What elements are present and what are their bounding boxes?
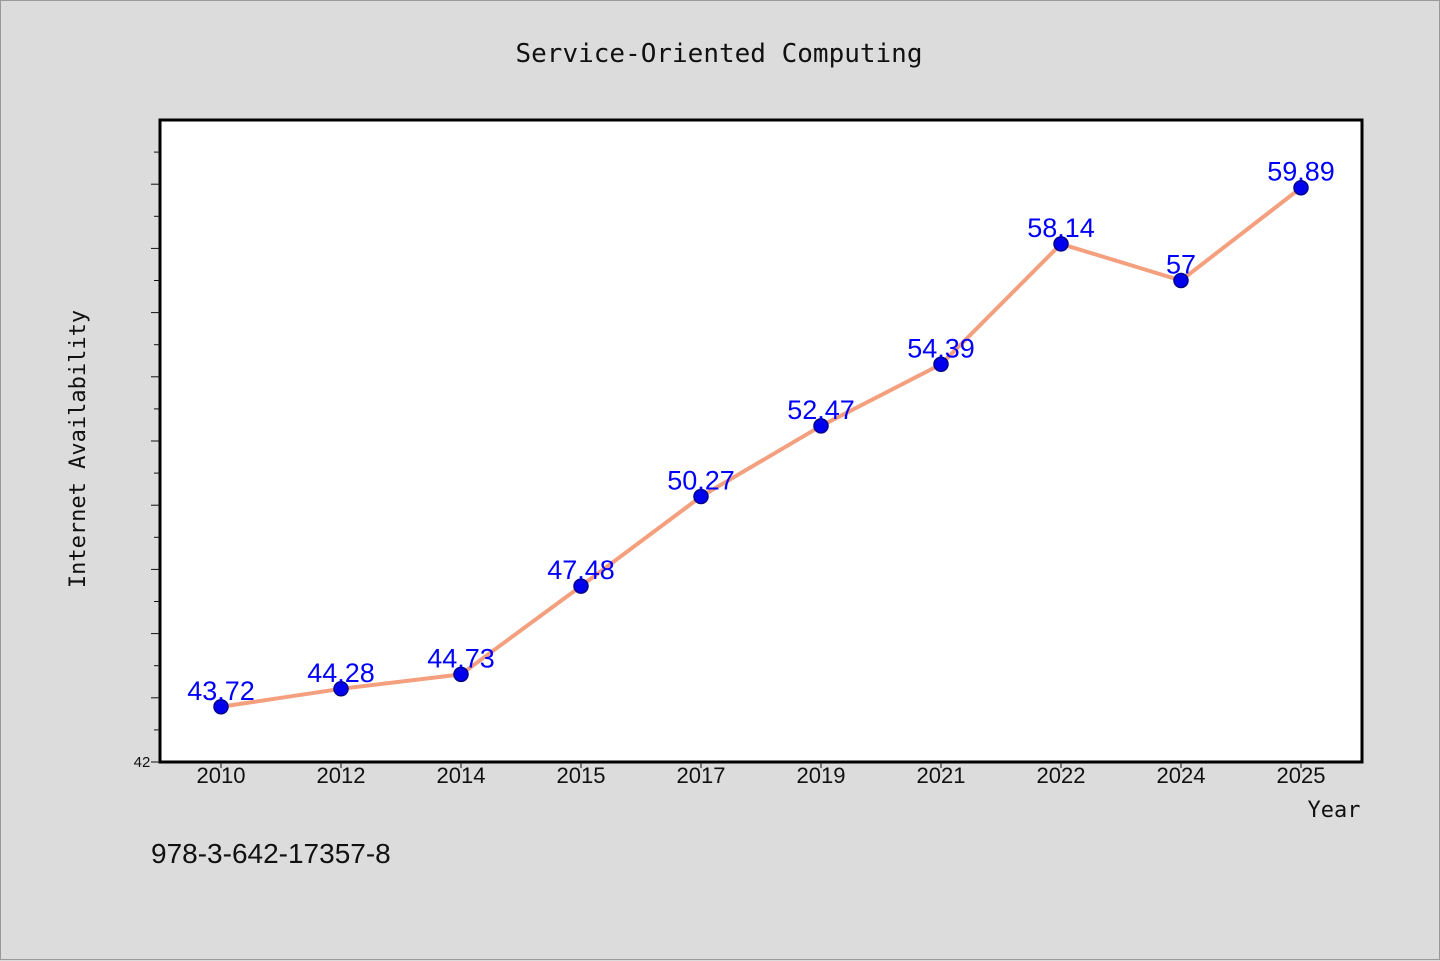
data-label: 47.48 xyxy=(547,555,615,585)
data-label: 44.28 xyxy=(307,658,375,688)
x-axis-label: Year xyxy=(1308,798,1361,823)
series-layer: 43.72 44.28 44.73 47.48 50.27 52.47 54.39 58.14… xyxy=(187,157,1335,715)
x-tick-label: 2024 xyxy=(1157,763,1206,788)
x-tick-label: 2014 xyxy=(437,763,486,788)
data-label: 50.27 xyxy=(667,466,735,496)
x-tick-label: 2025 xyxy=(1277,763,1326,788)
data-label: 44.73 xyxy=(427,643,495,673)
data-point xyxy=(693,488,709,505)
plot-area xyxy=(158,118,1364,764)
y-tick-label-42: 42 xyxy=(134,754,151,771)
x-tick-label: 2012 xyxy=(317,763,366,788)
x-tick-label: 2017 xyxy=(677,763,726,788)
x-axis-ticks: 2010 2012 2014 2015 2017 2019 2021 2022 2024 2025 xyxy=(197,762,1326,788)
data-point xyxy=(1293,179,1309,196)
y-axis-label: Internet Availability xyxy=(66,310,91,588)
data-point xyxy=(933,356,949,373)
data-point xyxy=(573,578,589,594)
data-label: 58.14 xyxy=(1027,213,1095,243)
data-label: 57 xyxy=(1166,250,1196,280)
footer-code: 978-3-642-17357-8 xyxy=(151,838,391,869)
data-label: 59.89 xyxy=(1267,157,1335,187)
x-tick-label: 2019 xyxy=(797,763,846,788)
series-line xyxy=(219,185,1303,709)
data-label: 52.47 xyxy=(787,395,855,425)
data-point xyxy=(813,418,829,434)
x-tick-label: 2015 xyxy=(557,763,606,788)
data-point xyxy=(1053,236,1069,252)
x-tick-label: 2021 xyxy=(917,763,966,788)
data-point xyxy=(1173,272,1189,289)
data-label: 43.72 xyxy=(187,676,255,706)
data-point xyxy=(213,699,229,715)
data-point xyxy=(453,666,469,683)
chart-title: Service-Oriented Computing xyxy=(516,39,923,69)
data-label: 54.39 xyxy=(907,333,975,363)
data-point xyxy=(333,681,349,697)
x-tick-label: 2022 xyxy=(1037,763,1086,788)
y-axis-ticks xyxy=(151,151,160,763)
x-tick-label: 2010 xyxy=(197,763,246,788)
